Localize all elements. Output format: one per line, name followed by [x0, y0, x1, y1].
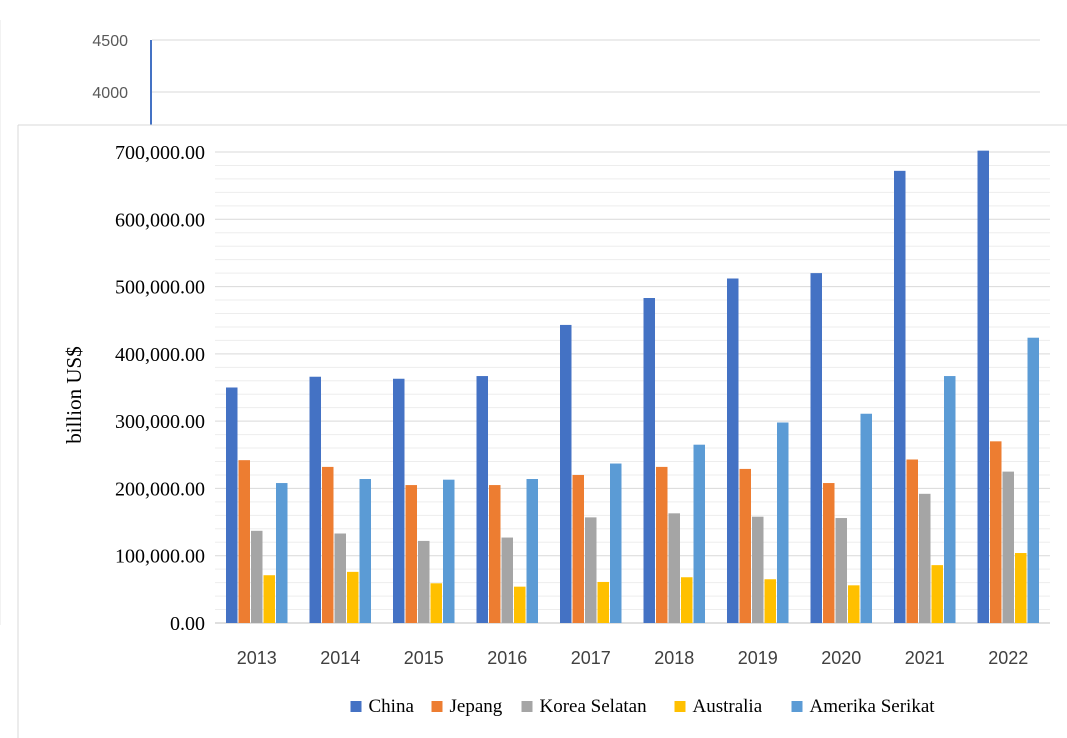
y-tick-label: 200,000.00: [115, 478, 205, 500]
x-tick-label: 2018: [654, 648, 694, 668]
bar-korea-selatan-2022: [1002, 471, 1014, 623]
legend-swatch-korea-selatan: [521, 701, 533, 712]
y-tick-label: 100,000.00: [115, 546, 205, 568]
x-tick-label: 2014: [320, 648, 360, 668]
bar-korea-selatan-2019: [752, 516, 764, 623]
bar-jepang-2022: [990, 441, 1002, 623]
y-tick-labels: 0.00 100,000.00 200,000.00 300,000.00 400,00…: [115, 142, 205, 635]
bar-amerika-serikat-2014: [359, 479, 371, 623]
x-tick-label: 2019: [738, 648, 778, 668]
bar-korea-selatan-2017: [585, 517, 597, 623]
bar-amerika-serikat-2018: [693, 444, 705, 623]
legend: China Jepang Korea Selatan Australia Amerika…: [350, 696, 936, 717]
bar-china-2016: [476, 376, 488, 623]
bar-china-2017: [560, 324, 572, 623]
bar-australia-2021: [931, 565, 943, 623]
bar-korea-selatan-2016: [501, 537, 513, 623]
bar-australia-2015: [430, 583, 442, 623]
bar-australia-2019: [764, 579, 776, 623]
bar-china-2013: [226, 387, 238, 623]
bar-china-2014: [309, 376, 321, 623]
bar-jepang-2020: [823, 483, 835, 623]
bar-australia-2020: [848, 585, 860, 623]
legend-label: Korea Selatan: [540, 696, 648, 717]
legend-label: China: [369, 696, 415, 717]
bar-australia-2018: [681, 577, 693, 623]
bar-china-2022: [977, 150, 989, 623]
bar-amerika-serikat-2022: [1027, 337, 1039, 623]
y-tick-label: 400,000.00: [115, 344, 205, 366]
bar-amerika-serikat-2016: [526, 479, 538, 623]
legend-swatch-china: [350, 701, 362, 712]
bar-amerika-serikat-2019: [777, 422, 789, 623]
bar-jepang-2018: [656, 466, 668, 623]
bar-china-2021: [894, 170, 906, 623]
legend-label: Amerika Serikat: [810, 696, 936, 717]
bar-jepang-2014: [322, 466, 334, 623]
bar-australia-2022: [1015, 553, 1027, 623]
bar-australia-2016: [514, 586, 526, 623]
bar-jepang-2019: [739, 468, 751, 623]
bar-amerika-serikat-2015: [443, 479, 455, 623]
legend-swatch-amerika-serikat: [791, 701, 803, 712]
bar-australia-2013: [263, 575, 275, 623]
legend-swatch-jepang: [431, 701, 443, 712]
background-tick-4500: 4500: [92, 33, 128, 50]
bar-korea-selatan-2021: [919, 493, 931, 623]
y-tick-label: 700,000.00: [115, 142, 205, 164]
x-tick-label: 2015: [404, 648, 444, 668]
bar-jepang-2017: [572, 474, 584, 623]
bar-china-2015: [393, 378, 405, 623]
bar-korea-selatan-2018: [668, 513, 680, 623]
bar-australia-2014: [347, 571, 359, 623]
bar-korea-selatan-2014: [334, 533, 346, 623]
bar-jepang-2016: [489, 485, 501, 623]
bar-china-2018: [643, 298, 655, 623]
bar-jepang-2015: [405, 485, 417, 623]
y-tick-label: 500,000.00: [115, 277, 205, 299]
y-axis-label: billion US$: [62, 346, 86, 443]
bar-china-2019: [727, 278, 739, 623]
bar-china-2020: [810, 273, 822, 623]
bar-amerika-serikat-2013: [276, 483, 288, 623]
background-tick-4000: 4000: [92, 85, 128, 102]
bar-amerika-serikat-2021: [944, 376, 956, 623]
bar-australia-2017: [597, 581, 609, 623]
y-tick-label: 300,000.00: [115, 411, 205, 433]
x-tick-label: 2021: [905, 648, 945, 668]
bar-korea-selatan-2015: [418, 540, 430, 623]
legend-label: Australia: [693, 696, 763, 717]
x-tick-label: 2022: [988, 648, 1028, 668]
bar-jepang-2021: [906, 459, 918, 623]
bar-korea-selatan-2020: [835, 518, 847, 623]
bar-korea-selatan-2013: [251, 530, 263, 623]
bar-amerika-serikat-2017: [610, 463, 622, 623]
x-tick-labels: 2013 2014 2015 2016 2017 2018 2019 2020 2021 2022: [237, 648, 1029, 668]
x-tick-label: 2017: [571, 648, 611, 668]
y-tick-label: 0.00: [170, 613, 205, 635]
x-tick-label: 2013: [237, 648, 277, 668]
bar-amerika-serikat-2020: [860, 413, 872, 623]
bars-group: [226, 150, 1039, 623]
x-tick-label: 2020: [821, 648, 861, 668]
x-tick-label: 2016: [487, 648, 527, 668]
legend-label: Jepang: [450, 696, 503, 717]
bar-jepang-2013: [238, 460, 250, 623]
legend-swatch-australia: [674, 701, 686, 712]
y-tick-label: 600,000.00: [115, 209, 205, 231]
